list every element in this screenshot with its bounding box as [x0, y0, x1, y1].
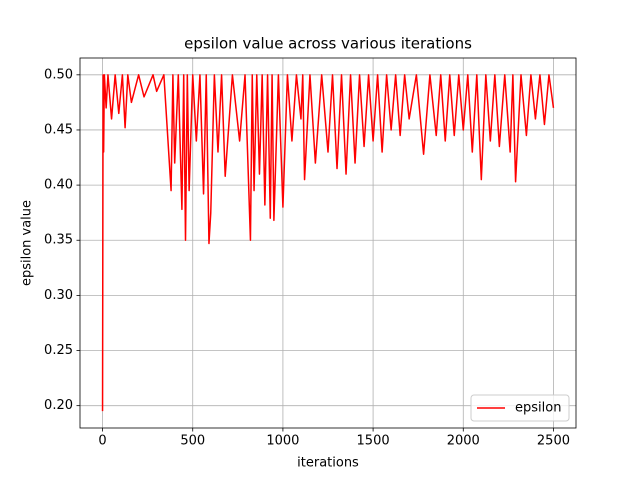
- y-tick-label: 0.50: [44, 67, 73, 82]
- x-axis-label: iterations: [297, 456, 359, 471]
- y-tick-label: 0.25: [44, 343, 73, 358]
- chart-title: epsilon value across various iterations: [184, 35, 472, 53]
- x-tick-label: 0: [98, 434, 106, 449]
- y-tick-label: 0.45: [44, 122, 73, 137]
- y-tick-label: 0.35: [44, 233, 73, 248]
- data-line: [101, 74, 555, 412]
- y-tick-label: 0.30: [44, 288, 73, 303]
- y-axis-label: epsilon value: [20, 200, 35, 286]
- legend-box: [470, 394, 570, 422]
- axes-frame: [79, 57, 577, 429]
- x-tick-label: 500: [180, 434, 205, 449]
- x-tick-label: 1500: [357, 434, 390, 449]
- y-tick-label: 0.40: [44, 178, 73, 193]
- x-tick-label: 2500: [537, 434, 570, 449]
- y-tick-label: 0.20: [44, 398, 73, 413]
- x-tick-label: 2000: [447, 434, 480, 449]
- legend-label: epsilon: [515, 401, 561, 416]
- x-tick-label: 1000: [266, 434, 299, 449]
